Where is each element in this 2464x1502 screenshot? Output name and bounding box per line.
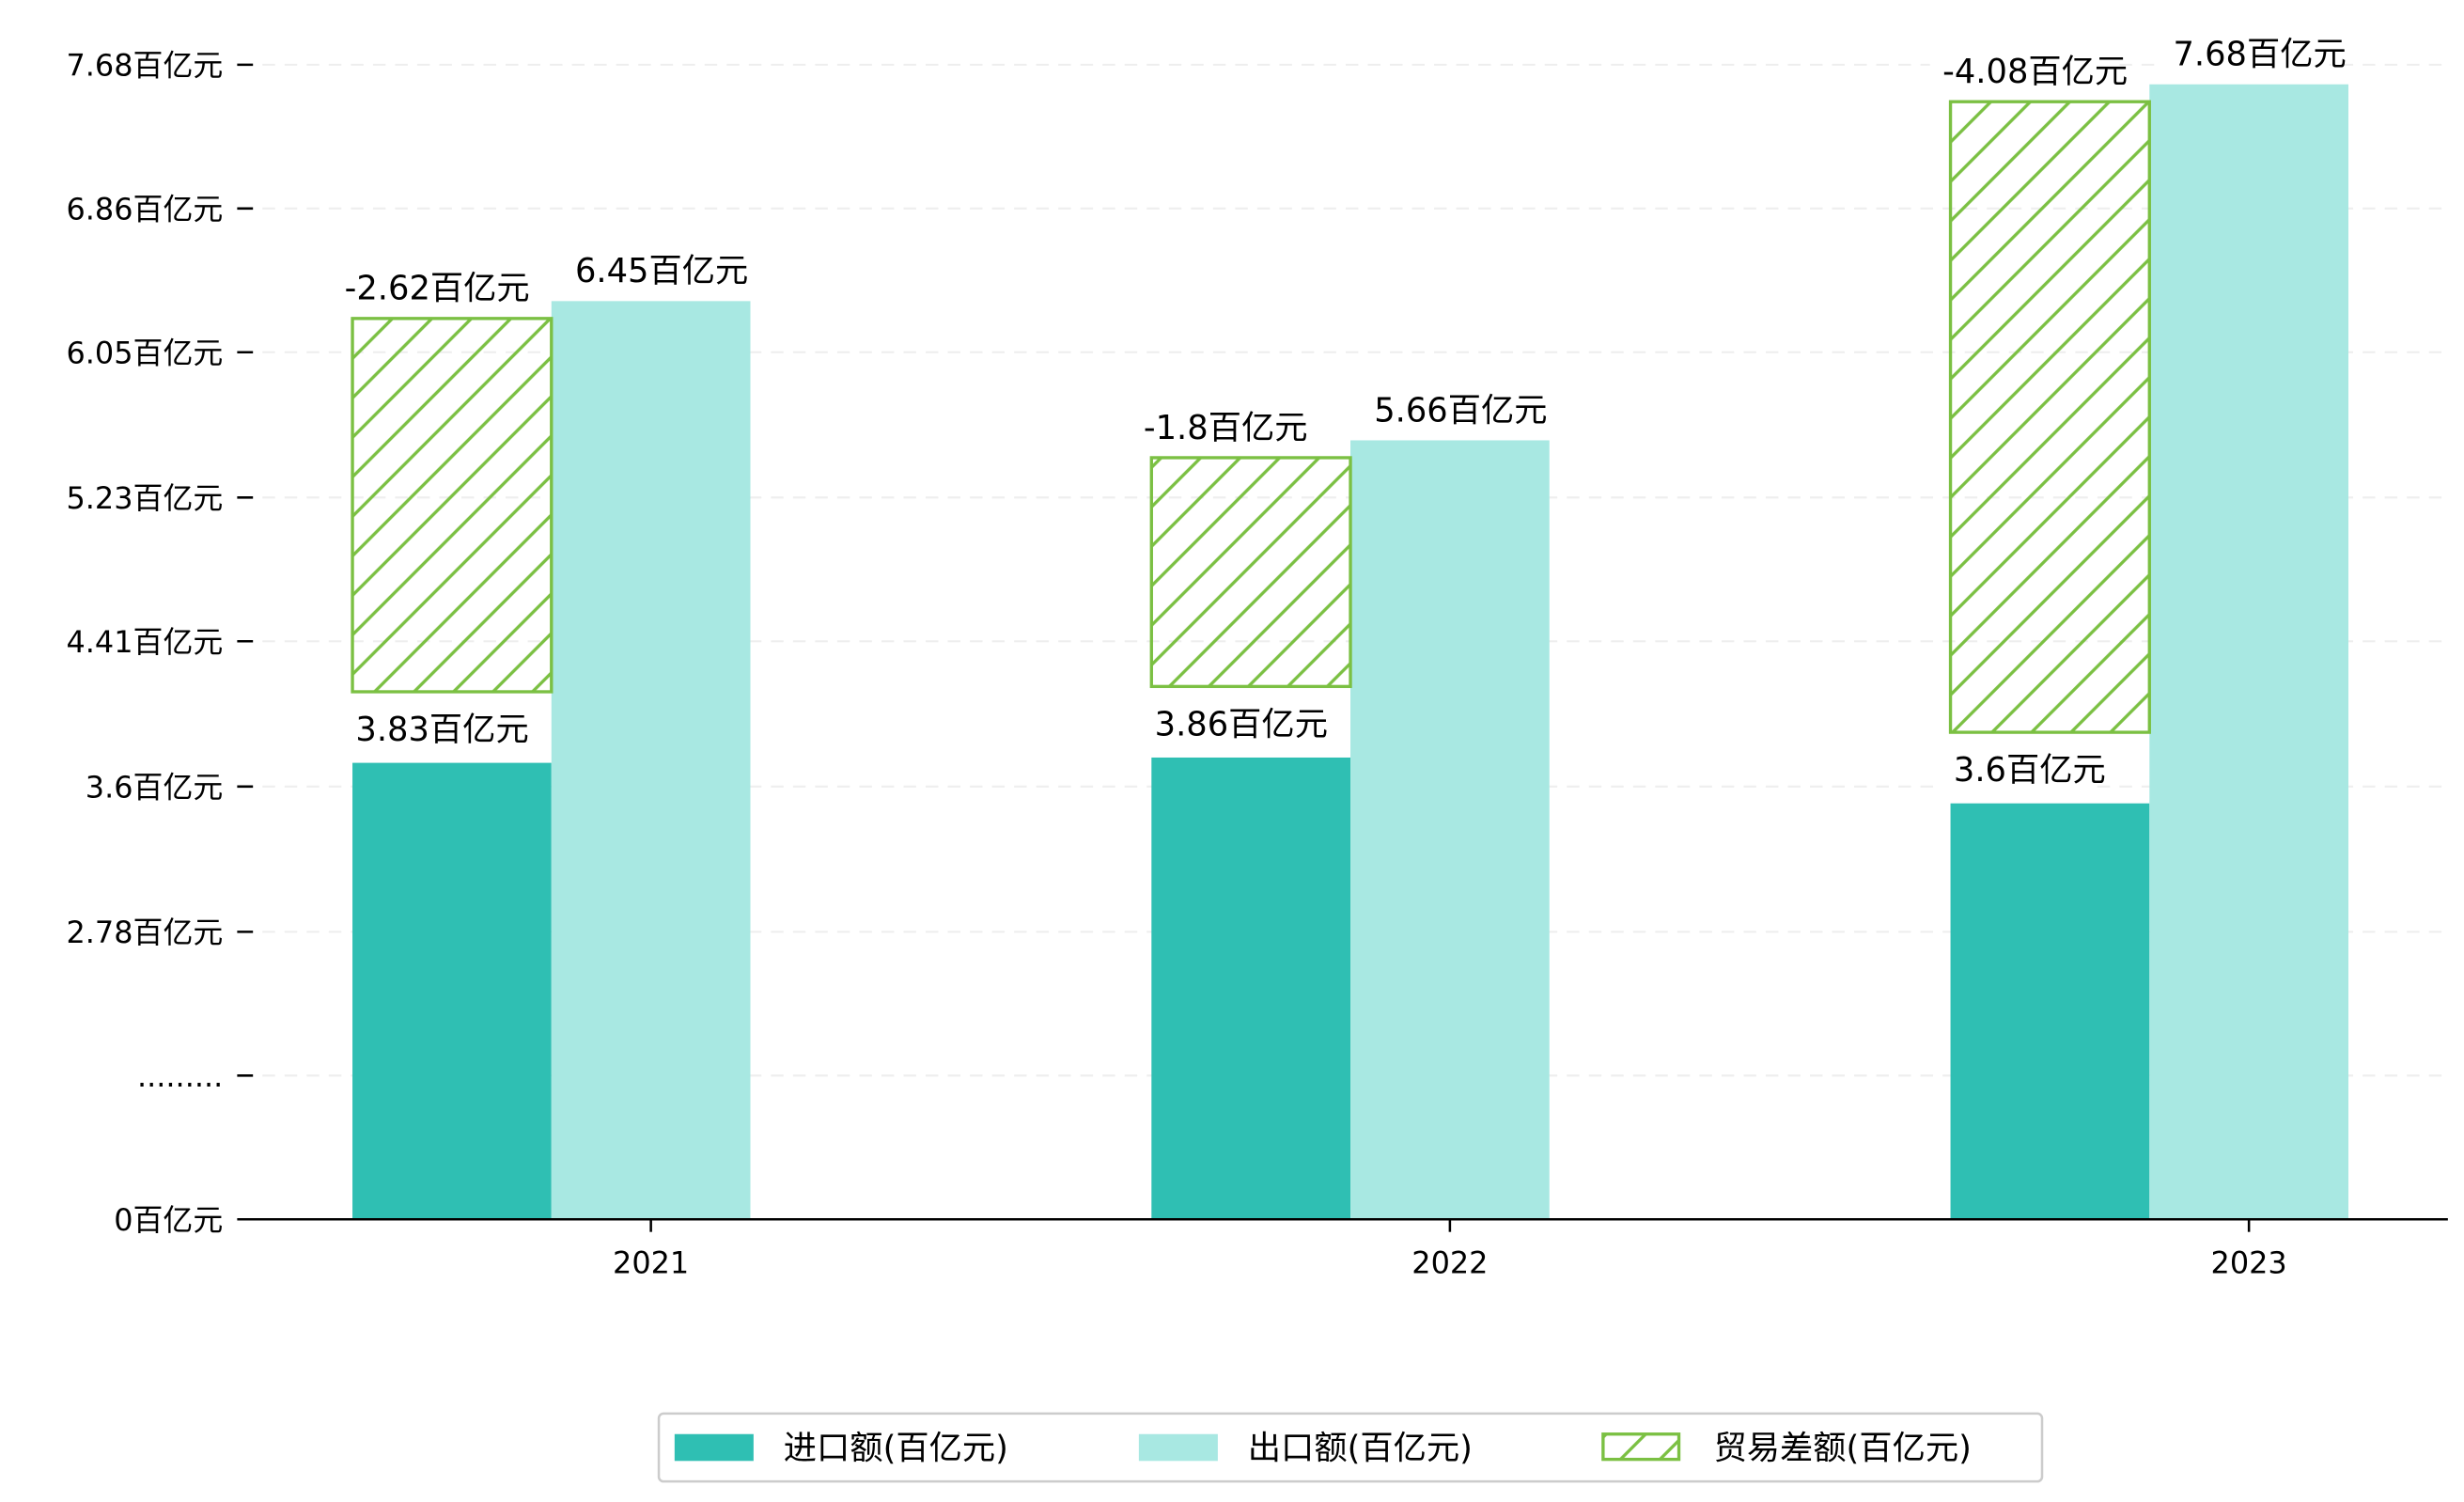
label-export: 5.66百亿元: [1374, 391, 1547, 430]
label-export-bg: [1361, 380, 1531, 438]
legend-swatch: [674, 1433, 754, 1462]
x-tick-label: 2023: [2211, 1244, 2287, 1280]
legend-label: 贸易差额(百亿元): [1714, 1430, 1972, 1468]
y-tick-label: .........: [137, 1058, 223, 1094]
label-trade-balance: -1.8百亿元: [1144, 409, 1308, 447]
y-tick-label: 2.78百亿元: [66, 915, 223, 950]
y-tick-label: 6.86百亿元: [66, 192, 223, 227]
bar-export: [1350, 440, 1550, 1220]
bar-export: [551, 301, 751, 1220]
y-tick-label: 4.41百亿元: [66, 624, 223, 660]
bars: -2.62百亿元 6.45百亿元 3.83百亿元 -1.8百亿元 5.66百亿元 3.86…: [332, 23, 2348, 1220]
label-trade-balance: -2.62百亿元: [345, 270, 530, 308]
legend-swatch-trade-balance: [1601, 1432, 1681, 1462]
y-axis: 0百亿元......... 2.78百亿元 3.6百亿元 4.41百亿元 5.23百亿元…: [66, 48, 254, 1238]
y-tick-label: 0百亿元: [114, 1202, 223, 1238]
legend: 进口额(百亿元) 出口额(百亿元) 贸易差额(百亿元): [657, 1412, 2044, 1483]
bar-import: [1950, 803, 2150, 1220]
y-tick-label: 7.68百亿元: [66, 48, 223, 84]
label-import: 3.86百亿元: [1155, 705, 1328, 743]
y-tick-label: 6.05百亿元: [66, 335, 223, 370]
x-axis: 2021 2022 2023: [613, 1219, 2287, 1280]
label-trade-balance: -4.08百亿元: [1942, 53, 2128, 91]
label-trade-balance-bg: [1929, 41, 2120, 99]
bar-import: [1151, 757, 1351, 1220]
label-export-bg: [562, 241, 732, 298]
y-tick-label: 3.6百亿元: [86, 770, 223, 806]
label-import: 3.6百亿元: [1954, 751, 2106, 790]
legend-frame: [657, 1412, 2044, 1483]
bar-trade-balance: [1948, 100, 2151, 734]
label-import-bg: [342, 699, 512, 757]
legend-label: 出口额(百亿元): [1248, 1430, 1473, 1468]
legend-label: 进口额(百亿元): [784, 1430, 1008, 1468]
label-export: 7.68百亿元: [2173, 36, 2346, 74]
x-tick-label: 2022: [1411, 1244, 1488, 1280]
bar-import: [352, 762, 552, 1220]
label-import-bg: [1142, 694, 1312, 752]
label-import-bg: [1941, 740, 2090, 797]
label-trade-balance-bg: [1131, 398, 1301, 455]
label-export-bg: [2160, 23, 2330, 82]
y-tick-label: 5.23百亿元: [66, 480, 223, 516]
label-trade-balance-bg: [332, 258, 522, 316]
bar-export: [2149, 84, 2348, 1220]
bar-trade-balance: [1149, 456, 1352, 689]
label-import: 3.83百亿元: [355, 711, 528, 749]
legend-swatch: [1138, 1433, 1218, 1462]
label-export: 6.45百亿元: [575, 252, 748, 290]
x-tick-label: 2021: [613, 1244, 689, 1280]
bar-trade-balance: [351, 317, 554, 694]
